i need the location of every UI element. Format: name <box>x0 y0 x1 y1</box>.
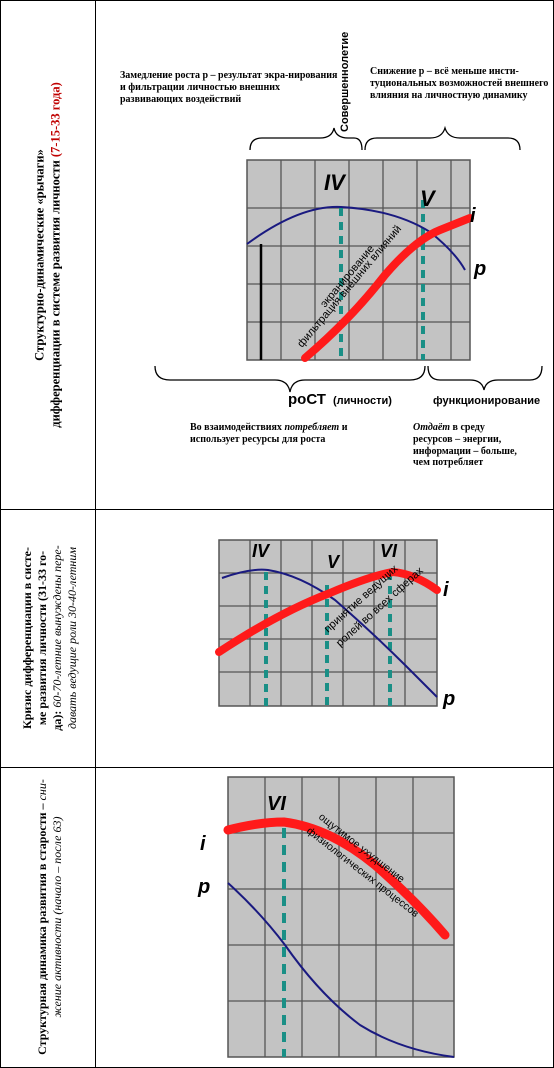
row1-top-brace-right <box>364 125 521 151</box>
row1-graph: фильтрация внешних влияний экранирование… <box>246 159 486 362</box>
row1-phase-v: V <box>420 186 437 211</box>
row1-top-left-note: Замедление роста p – результат экра-ниро… <box>120 70 338 105</box>
row1-top-right-note: Снижение p – всё меньше инсти-туциональн… <box>370 66 549 101</box>
row-divider-2 <box>0 767 554 768</box>
row1-growth-suffix: (личности) <box>333 395 392 407</box>
row1-bottom-brace-left <box>154 365 426 393</box>
row2-phase-iv: IV <box>252 541 271 561</box>
row3-curve-i <box>223 817 450 940</box>
row1-adulthood-label: Совершеннолетие <box>339 32 351 132</box>
row3-label-p: p <box>197 876 210 898</box>
row2-grid-bg <box>218 539 438 707</box>
row1-bl-1: Во взаимодействиях <box>190 422 282 433</box>
row1-br-2: в среду ресурсов – энергии, информации –… <box>413 422 517 469</box>
row1-top-brace-left <box>249 127 363 151</box>
row1-function-label: функционирование <box>433 395 540 407</box>
row1-bottom-left-note: Во взаимодействиях потребляет и использу… <box>190 422 390 446</box>
row1-phase-iv: IV <box>324 170 347 195</box>
row1-growth-label: роСТ <box>288 391 326 408</box>
row1-bl-3: и использует ресурсы для роста <box>190 422 348 445</box>
row2-phase-vi: VI <box>380 541 398 561</box>
row2-phase-v: V <box>327 552 341 572</box>
row2-curve-i <box>215 567 441 656</box>
row2-graph: ролей во всех сферах принятие ведущих IV… <box>215 539 455 710</box>
column-divider <box>95 0 96 1068</box>
row2-label-i: i <box>443 579 449 601</box>
row1-bottom-brace-right <box>427 365 543 391</box>
row1-curve-i <box>301 214 474 362</box>
row3-graph: ощутимое ухудшение физиологических проце… <box>197 776 455 1058</box>
row3-curve-p <box>227 882 455 1058</box>
row3-label-i: i <box>200 833 206 855</box>
row1-label-i: i <box>470 205 476 227</box>
row1-bl-2: потребляет <box>284 422 340 433</box>
row1-grid-bg <box>246 159 471 361</box>
row1-curve-p <box>246 205 466 271</box>
row3-phase-vi: VI <box>267 793 286 815</box>
row2-label-p: p <box>442 688 455 710</box>
row1-bottom-right-note: Отдаёт в среду ресурсов – энергии, инфор… <box>413 422 525 469</box>
row2-curve-p <box>221 568 438 698</box>
row1-br-1: Отдаёт <box>413 422 451 433</box>
row-divider-1 <box>0 509 554 510</box>
row1-label-p: p <box>473 258 486 280</box>
